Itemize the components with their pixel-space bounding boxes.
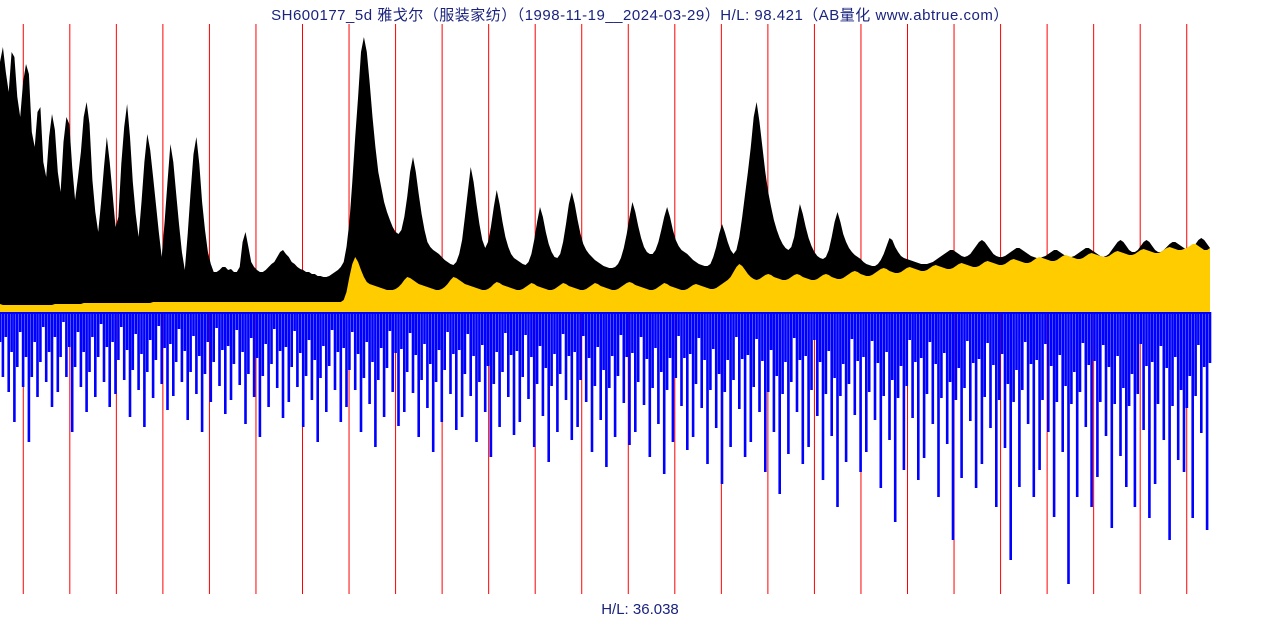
stock-chart xyxy=(0,24,1280,604)
chart-footer: H/L: 36.038 xyxy=(0,601,1280,618)
chart-title: SH600177_5d 雅戈尔（服装家纺）（1998-11-19__2024-0… xyxy=(0,4,1280,25)
blue-series xyxy=(0,312,1211,584)
